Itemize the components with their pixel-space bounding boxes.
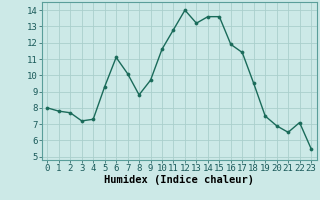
X-axis label: Humidex (Indice chaleur): Humidex (Indice chaleur) bbox=[104, 175, 254, 185]
